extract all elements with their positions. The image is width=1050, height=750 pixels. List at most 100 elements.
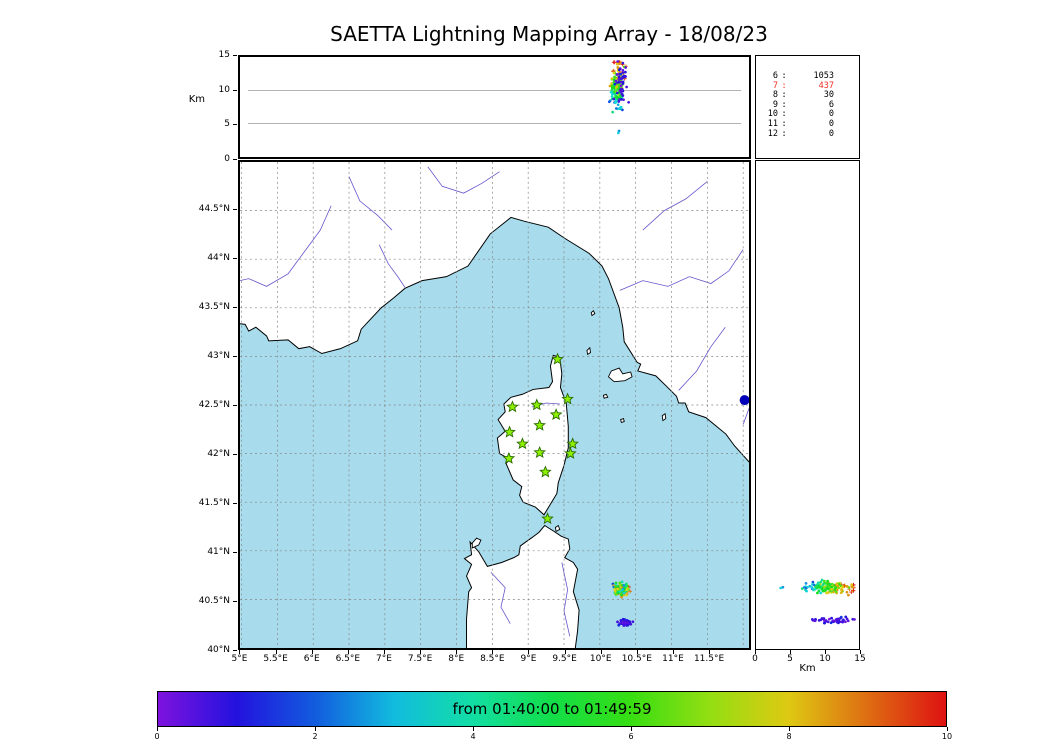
lightning-point <box>619 80 623 84</box>
separator: : <box>781 118 787 129</box>
lightning-point <box>830 616 834 620</box>
lightning-point <box>616 620 619 624</box>
altitude-axis-label-top: Km <box>188 94 205 105</box>
tick-mark <box>233 650 237 651</box>
lightning-point <box>820 587 824 591</box>
tick-mark <box>631 727 632 731</box>
lightning-point <box>631 620 635 624</box>
separator: : <box>781 71 787 81</box>
lightning-point <box>853 618 856 621</box>
island <box>590 309 596 317</box>
time-colorbar: from 01:40:00 to 01:49:59 <box>157 691 947 727</box>
lma-station-star <box>533 418 547 431</box>
station-count-row: 12: 0 <box>756 128 859 140</box>
lightning-point <box>622 591 626 595</box>
source-count: 1053 <box>813 71 834 81</box>
lightning-point <box>618 95 622 99</box>
lightning-point <box>834 586 838 590</box>
lightning-point <box>610 84 614 88</box>
lightning-point <box>610 95 614 98</box>
source-count: 0 <box>828 118 834 129</box>
lightning-point <box>805 589 808 593</box>
lma-station-star <box>539 465 552 478</box>
separator: : <box>781 90 787 101</box>
station-count-row: 7: 437 <box>756 80 859 92</box>
station-number: 7 <box>772 80 778 91</box>
tick-label: 41°N <box>207 547 230 557</box>
tick-mark <box>600 650 602 654</box>
lightning-point <box>835 620 839 624</box>
station-number: 8 <box>772 90 778 101</box>
tick-mark <box>825 650 826 654</box>
lightning-point <box>822 579 826 583</box>
tick-mark <box>233 124 237 126</box>
tick-label: 8 <box>786 732 792 741</box>
lma-station-star <box>503 425 516 438</box>
tick-mark <box>672 650 674 654</box>
island <box>661 412 667 422</box>
tick-mark <box>233 552 237 553</box>
station-count-row: 9: 6 <box>756 100 859 111</box>
source-count: 0 <box>828 128 834 139</box>
lightning-point <box>804 586 808 590</box>
lightning-point <box>614 79 618 83</box>
lightning-point <box>610 82 613 85</box>
lightning-point <box>617 75 621 79</box>
lightning-point <box>819 591 823 595</box>
lightning-point <box>619 84 623 88</box>
tick-label: 10°E <box>589 654 612 664</box>
lma-station-star <box>533 445 546 459</box>
tick-label: 15 <box>218 50 230 60</box>
station-counts-panel: 6:1053 7:437 8:30 9:6 10:0 11:0 12:0 <box>755 55 860 159</box>
lma-station-star <box>530 398 544 411</box>
tick-mark <box>860 650 861 654</box>
lightning-point <box>624 623 628 626</box>
river <box>427 166 500 194</box>
lightning-point <box>621 108 624 112</box>
tick-mark <box>947 727 948 731</box>
lightning-point <box>781 585 785 589</box>
lightning-point <box>817 589 821 593</box>
lightning-point <box>616 81 619 84</box>
lightning-point <box>813 587 817 591</box>
lightning-point <box>625 85 628 89</box>
source-count: 30 <box>823 90 834 101</box>
island <box>554 524 561 533</box>
lightning-point <box>612 97 616 101</box>
river <box>378 244 406 288</box>
tick-label: 5.5°E <box>263 654 288 664</box>
tick-mark <box>233 258 237 259</box>
tick-label: 0 <box>154 732 160 741</box>
altitude-axis-label-right: Km <box>799 663 816 674</box>
tick-mark <box>709 650 711 654</box>
lightning-point <box>779 586 783 590</box>
tick-mark <box>528 650 530 654</box>
lightning-point <box>843 620 847 624</box>
blue-sensor-marker <box>739 395 749 406</box>
lightning-point <box>610 77 614 80</box>
lightning-point <box>817 618 821 622</box>
lightning-point <box>810 586 814 589</box>
lightning-point <box>822 582 825 586</box>
station-count-row: 6: 1053 <box>756 71 859 82</box>
lightning-point <box>841 585 844 589</box>
lightning-point <box>800 587 804 591</box>
lightning-point <box>616 103 620 107</box>
lightning-point <box>839 591 843 595</box>
tick-label: 7.5°E <box>407 654 433 664</box>
lightning-point <box>821 617 825 621</box>
lightning-point <box>615 91 619 95</box>
lightning-point <box>620 593 623 597</box>
lightning-point <box>625 593 628 597</box>
tick-mark <box>233 454 237 455</box>
tick-mark <box>233 209 237 210</box>
tick-mark <box>347 650 349 654</box>
lightning-point <box>618 581 622 585</box>
tick-label: 43°N <box>207 351 230 361</box>
lightning-point <box>820 578 824 582</box>
lightning-point <box>810 617 814 621</box>
tick-label: 40.5°N <box>198 596 230 606</box>
lightning-point <box>849 590 854 595</box>
source-count: 437 <box>818 80 834 91</box>
